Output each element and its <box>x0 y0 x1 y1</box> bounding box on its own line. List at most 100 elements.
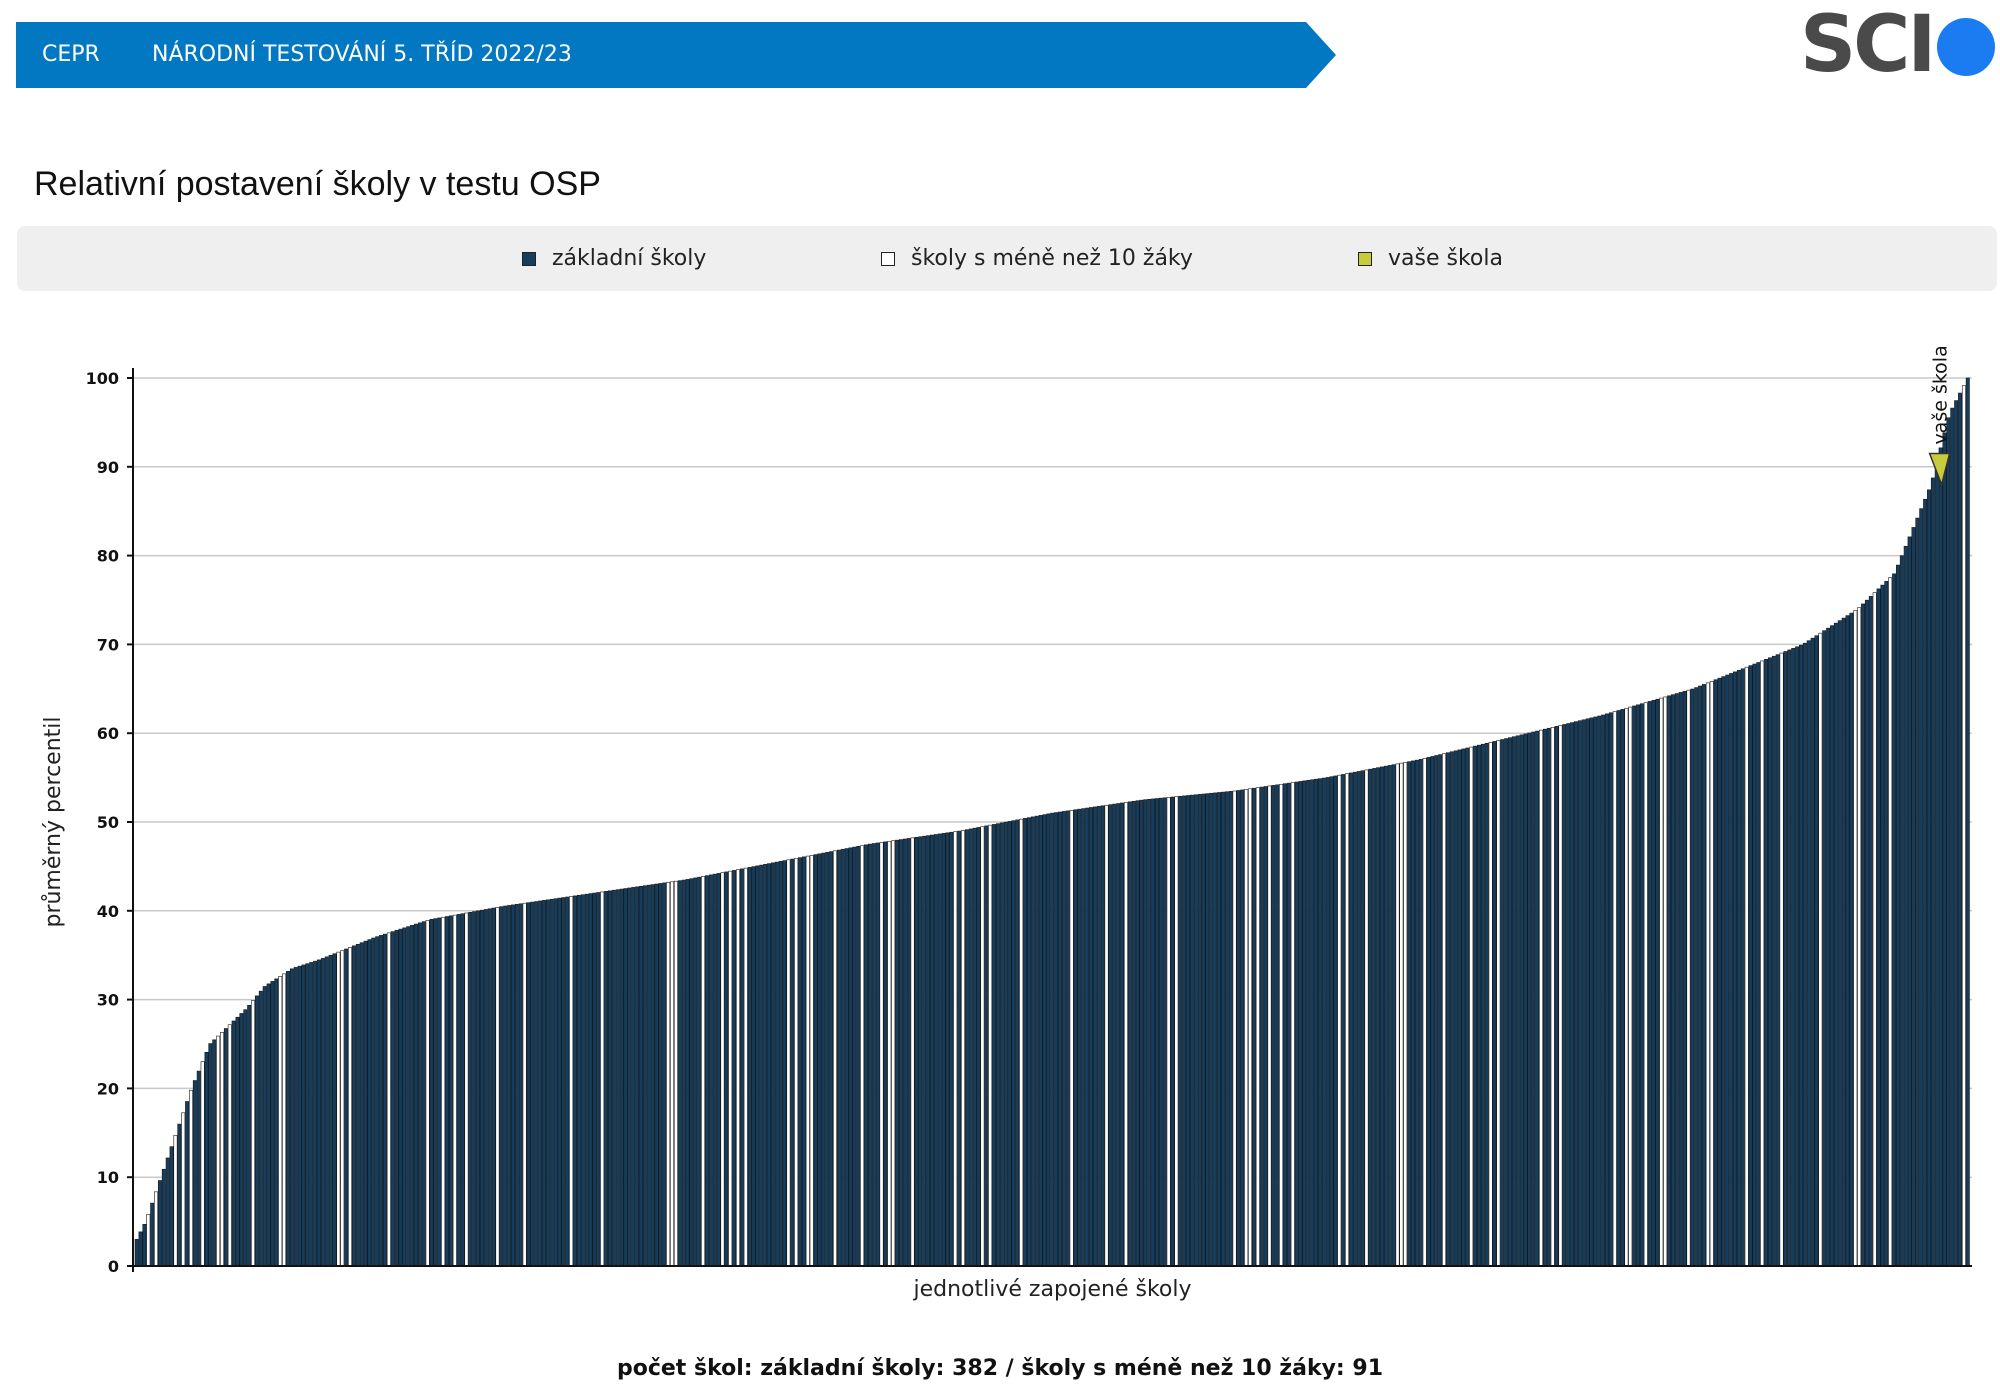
bar-zakladni-skola <box>1089 807 1093 1267</box>
bar-zakladni-skola <box>243 1009 248 1267</box>
bar-zakladni-skola <box>1449 751 1454 1267</box>
y-tick-label-70: 70 <box>97 635 119 654</box>
bar-mala-skola <box>600 891 605 1267</box>
y-axis-label: průměrný percentil <box>41 716 66 927</box>
bar-zakladni-skola <box>1713 679 1718 1267</box>
bar-mala-skola <box>386 932 391 1267</box>
bar-mala-skola <box>786 859 791 1267</box>
bar-zakladni-skola <box>1127 801 1132 1267</box>
bar-mala-skola <box>282 973 287 1267</box>
bar-zakladni-skola <box>1193 794 1198 1267</box>
bar-zakladni-skola <box>1942 432 1947 1267</box>
bar-zakladni-skola <box>639 885 643 1267</box>
bar-zakladni-skola <box>902 838 907 1267</box>
bar-zakladni-skola <box>561 897 566 1267</box>
bar-mala-skola <box>1663 696 1668 1267</box>
bar-mala-skola <box>1403 762 1408 1267</box>
bar-zakladni-skola <box>1593 716 1598 1267</box>
bar-zakladni-skola <box>410 925 415 1267</box>
bar-zakladni-skola <box>472 911 477 1267</box>
bar-zakladni-skola <box>1484 742 1489 1267</box>
bar-zakladni-skola <box>1186 795 1190 1267</box>
bar-mala-skola <box>805 855 810 1267</box>
bar-mala-skola <box>1267 785 1272 1267</box>
bar-zakladni-skola <box>1085 807 1090 1267</box>
bar-zakladni-skola <box>712 873 717 1267</box>
bar-mala-skola <box>1744 666 1749 1267</box>
bar-zakladni-skola <box>596 892 601 1267</box>
bar-mala-skola <box>794 858 799 1267</box>
bar-zakladni-skola <box>1864 599 1869 1267</box>
bar-zakladni-skola <box>848 847 853 1267</box>
bar-zakladni-skola <box>266 983 271 1267</box>
bar-zakladni-skola <box>631 887 636 1267</box>
bar-zakladni-skola <box>576 894 581 1267</box>
bar-zakladni-skola <box>798 857 803 1267</box>
bar-zakladni-skola <box>584 893 589 1267</box>
bar-zakladni-skola <box>169 1146 174 1267</box>
bar-mala-skola <box>953 831 958 1267</box>
bar-zakladni-skola <box>825 852 830 1267</box>
bar-zakladni-skola <box>297 965 302 1267</box>
bar-zakladni-skola <box>1651 700 1656 1267</box>
bar-mala-skola <box>1364 769 1369 1267</box>
bar-zakladni-skola <box>778 861 783 1267</box>
legend-item-zakladni-skoly: základní školy <box>522 226 706 291</box>
bar-zakladni-skola <box>487 908 492 1267</box>
bar-zakladni-skola <box>724 871 729 1267</box>
bar-zakladni-skola <box>445 916 449 1267</box>
bar-zakladni-skola <box>367 939 372 1267</box>
bar-zakladni-skola <box>138 1231 143 1267</box>
bar-zakladni-skola <box>1426 757 1431 1267</box>
bar-zakladni-skola <box>1542 728 1547 1267</box>
bar-zakladni-skola <box>285 971 290 1267</box>
bar-zakladni-skola <box>844 848 849 1267</box>
bar-zakladni-skola <box>1791 648 1796 1267</box>
bar-zakladni-skola <box>1698 685 1703 1267</box>
bar-zakladni-skola <box>992 824 997 1267</box>
bar-zakladni-skola <box>1573 721 1578 1267</box>
page-title: Relativní postavení školy v testu OSP <box>34 165 601 203</box>
bar-zakladni-skola <box>984 825 989 1267</box>
bar-zakladni-skola <box>1217 792 1222 1267</box>
logo-text: SCI <box>1800 0 1936 90</box>
bar-zakladni-skola <box>1810 637 1815 1267</box>
bar-zakladni-skola <box>646 884 651 1267</box>
bar-zakladni-skola <box>1767 657 1772 1267</box>
bar-zakladni-skola <box>697 876 702 1267</box>
bar-zakladni-skola <box>1131 800 1136 1267</box>
chart-legend: základní školy školy s méně než 10 žáky … <box>17 226 1997 291</box>
bar-zakladni-skola <box>1892 573 1897 1267</box>
bar-zakladni-skola <box>1938 447 1943 1267</box>
bar-zakladni-skola <box>763 864 768 1267</box>
bar-zakladni-skola <box>1523 733 1528 1267</box>
bar-zakladni-skola <box>1752 663 1757 1267</box>
bar-zakladni-skola <box>1927 489 1931 1267</box>
bar-mala-skola <box>1686 689 1691 1267</box>
bar-zakladni-skola <box>1116 803 1121 1267</box>
bar-zakladni-skola <box>1876 588 1881 1267</box>
bar-zakladni-skola <box>642 885 647 1267</box>
bar-mala-skola <box>340 950 345 1267</box>
bar-zakladni-skola <box>1562 724 1567 1267</box>
bar-zakladni-skola <box>379 935 384 1267</box>
bar-zakladni-skola <box>1535 730 1540 1267</box>
bar-zakladni-skola <box>704 875 709 1267</box>
bar-mala-skola <box>278 976 283 1267</box>
bar-zakladni-skola <box>999 822 1004 1267</box>
bar-zakladni-skola <box>1729 673 1734 1267</box>
bar-zakladni-skola <box>468 911 473 1267</box>
y-tick-label-0: 0 <box>108 1257 119 1276</box>
bar-zakladni-skola <box>1616 710 1621 1267</box>
bar-mala-skola <box>220 1031 224 1267</box>
bar-zakladni-skola <box>1108 804 1113 1267</box>
bar-zakladni-skola <box>1682 690 1687 1267</box>
bar-mala-skola <box>200 1061 205 1267</box>
bar-zakladni-skola <box>588 893 593 1267</box>
bar-zakladni-skola <box>1783 651 1788 1267</box>
bar-mala-skola <box>495 907 500 1267</box>
y-tick-label-30: 30 <box>97 991 119 1010</box>
bar-zakladni-skola <box>1946 417 1951 1267</box>
bar-mala-skola <box>1853 610 1858 1267</box>
your-school-marker <box>1928 452 1951 488</box>
